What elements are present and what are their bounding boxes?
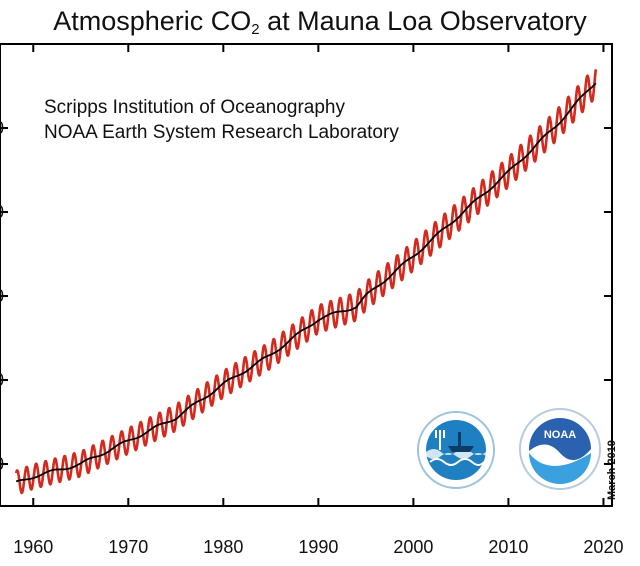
date-note: March 2019 [606,440,618,500]
y-tick-label: 0 [0,202,4,222]
annotation-line-1: Scripps Institution of Oceanography [44,97,346,118]
noaa-logo-text: NOAA [544,429,576,441]
x-tick-label: 1980 [203,537,243,557]
x-tick-label: 2000 [393,537,433,557]
scripps-logo [417,411,495,489]
y-tick-label: 0 [0,454,4,474]
noaa-logo: NOAA [519,408,601,490]
annotation-line-2: NOAA Earth System Research Laboratory [44,122,399,143]
x-tick-label: 1990 [298,537,338,557]
x-tick-label: 1970 [108,537,148,557]
axis-ticks: 1960 1970 1980 1990 2000 2010 2020 0 0 0 0 0 [0,44,623,557]
x-tick-label: 2010 [488,537,528,557]
plot-frame [0,43,613,507]
y-tick-label: 0 [0,286,4,306]
x-tick-label: 1960 [13,537,53,557]
y-tick-label: 0 [0,370,4,390]
x-tick-label: 2020 [583,537,623,557]
series-line-trend [15,82,597,483]
series-layer [14,69,598,495]
annotation-text: Scripps Institution of Oceanography NOAA… [44,95,399,145]
series-line-monthly [14,69,598,495]
chart-title: Atmospheric CO2 at Mauna Loa Observatory [53,6,587,38]
y-tick-label: 0 [0,118,4,138]
